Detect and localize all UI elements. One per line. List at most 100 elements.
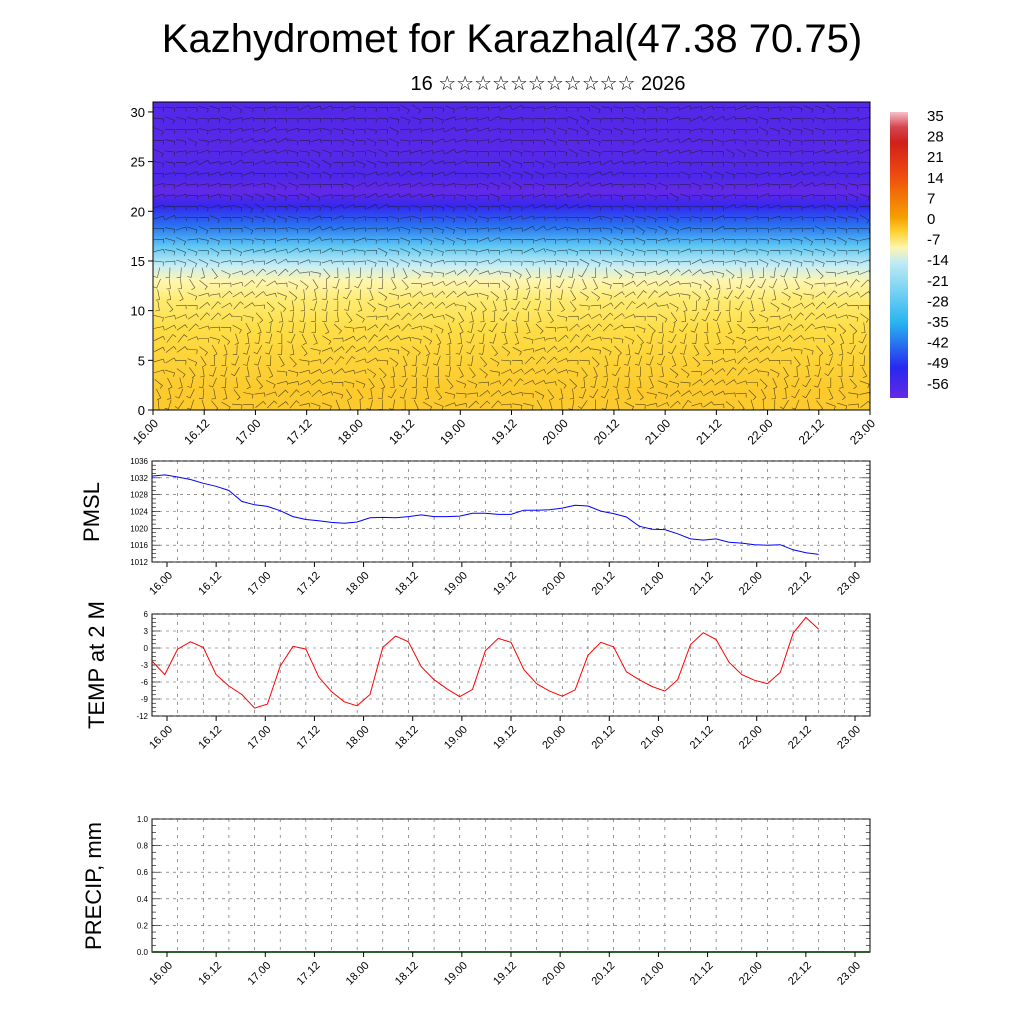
wind-barb [335, 399, 341, 410]
wind-barb [166, 289, 172, 301]
wind-barb [714, 390, 726, 396]
wind-barb [624, 106, 635, 112]
wind-barb [433, 106, 444, 113]
wind-barb [725, 358, 737, 363]
wind-barb [836, 139, 848, 145]
wind-barb [646, 344, 654, 355]
wind-barb [613, 269, 623, 279]
wind-barb [243, 291, 255, 298]
wind-barb [388, 227, 400, 232]
wind-barb [210, 247, 220, 257]
wind-barb [310, 236, 322, 243]
wind-barb [859, 107, 870, 112]
wind-barb [288, 118, 299, 123]
temp-grid [152, 613, 870, 717]
wind-barb [602, 312, 614, 321]
wind-barb [389, 335, 401, 342]
wind-barb [758, 259, 769, 268]
wind-barb [333, 346, 345, 353]
wind-barb [548, 399, 553, 410]
wind-barb [435, 377, 440, 389]
wind-barb [388, 106, 400, 112]
wind-barb [692, 300, 697, 311]
wind-barb [557, 369, 569, 374]
wind-barb [601, 281, 612, 290]
wind-barb [277, 292, 287, 301]
wind-barb [220, 140, 232, 145]
y-tick-label: -3 [141, 661, 149, 670]
wind-barb [568, 370, 579, 377]
wind-barb [165, 357, 177, 364]
wind-barb [266, 126, 278, 133]
wind-barb [300, 280, 309, 290]
wind-barb [434, 281, 446, 286]
wind-barb [321, 171, 332, 180]
wind-barb [769, 259, 780, 268]
wind-barb [501, 390, 513, 397]
wind-barb [434, 301, 446, 309]
wind-barb [814, 171, 827, 176]
wind-barb [803, 117, 814, 124]
wind-barb [523, 139, 534, 145]
wind-barb [164, 172, 176, 177]
wind-barb [232, 159, 244, 166]
wind-barb [333, 300, 339, 311]
wind-barb [646, 138, 658, 143]
wind-barb [411, 269, 422, 279]
wind-barb [545, 139, 556, 146]
wind-barb [769, 250, 781, 255]
wind-barb [635, 205, 646, 211]
wind-barb [411, 215, 422, 223]
wind-barb [848, 392, 859, 399]
wind-barb [333, 368, 345, 375]
wind-barb [635, 138, 647, 143]
wind-barb [344, 381, 355, 388]
wind-barb [489, 370, 500, 377]
wind-barb [512, 269, 522, 279]
wind-barb [176, 117, 187, 124]
x-tick-label: 21.00 [639, 960, 667, 988]
x-tick-label: 17.00 [245, 724, 273, 752]
wind-barb [433, 355, 441, 366]
wind-barb [556, 184, 568, 189]
wind-barb [624, 173, 635, 178]
wind-barb [387, 388, 397, 399]
wind-barb [243, 203, 254, 213]
wind-barb [500, 249, 512, 254]
wind-barb [310, 205, 321, 212]
wind-barb [682, 355, 688, 367]
wind-barb [265, 258, 278, 264]
wind-barb [321, 369, 334, 374]
wind-barb [725, 300, 731, 311]
wind-barb [299, 311, 306, 322]
wind-barb [657, 249, 669, 256]
wind-barb [478, 127, 490, 132]
wind-barb [310, 105, 322, 111]
wind-barb [600, 388, 610, 399]
wind-barb [512, 260, 523, 267]
wind-barb [568, 260, 579, 266]
wind-barb [467, 194, 478, 201]
wind-barb [321, 183, 332, 189]
wind-barb [355, 380, 366, 389]
wind-barb [769, 227, 781, 232]
wind-barb [378, 367, 387, 379]
wind-barb [523, 204, 535, 209]
wind-barb [612, 150, 624, 156]
wind-barb [545, 337, 557, 342]
wind-barb [848, 117, 860, 122]
wind-barb [535, 267, 540, 278]
wind-barb [277, 389, 289, 398]
wind-barb [489, 128, 501, 133]
wind-barb [198, 128, 209, 135]
wind-barb [256, 378, 264, 390]
wind-barb [625, 301, 636, 310]
wind-barb [366, 249, 377, 255]
wind-barb [579, 227, 590, 233]
wind-barb [153, 278, 161, 289]
wind-barb [164, 183, 176, 190]
x-tick-label: 20.12 [589, 724, 617, 752]
wind-barb [545, 194, 557, 200]
wind-barb [175, 205, 187, 211]
precip-panel: 0.00.20.40.60.81.0 16.00 16.12 17.00 17.12 1… [81, 815, 871, 988]
